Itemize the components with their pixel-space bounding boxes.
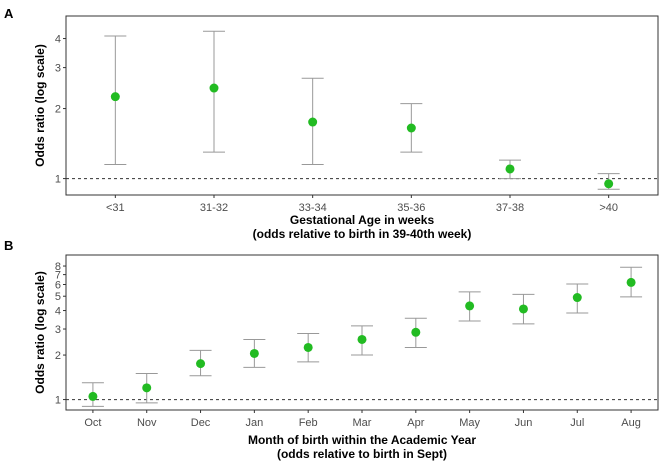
y-tick-label: 2 <box>55 350 61 362</box>
y-tick-label: 4 <box>55 34 61 46</box>
estimate-point <box>303 342 313 352</box>
estimate-point <box>518 304 528 314</box>
panel-a-marks <box>104 30 620 190</box>
x-tick-label: May <box>459 417 480 429</box>
y-tick-label: 1 <box>55 395 61 407</box>
x-tick-label: Nov <box>137 417 157 429</box>
panel-a-x-axis: <31 31-32 33-34 35-36 37-38 >40 <box>106 195 618 214</box>
estimate-point <box>357 334 367 344</box>
x-tick-label: Jan <box>245 417 263 429</box>
estimate-point <box>626 277 636 287</box>
y-tick-label: 6 <box>55 280 61 292</box>
x-tick-label: Feb <box>299 417 318 429</box>
panel-a: A 1 2 3 4 <31 31-32 33-34 35-36 37-38 >40 Odds r… <box>4 6 659 241</box>
estimate-point <box>572 293 582 303</box>
y-tick-label: 1 <box>55 174 61 186</box>
x-tick-label: Apr <box>407 417 424 429</box>
y-tick-label: 4 <box>55 306 61 318</box>
estimate-point <box>110 92 120 102</box>
x-tick-label: Jun <box>515 417 533 429</box>
estimate-point <box>196 359 206 369</box>
x-tick-label: 37-38 <box>496 202 524 214</box>
x-tick-label: >40 <box>599 202 618 214</box>
estimate-point <box>505 164 515 174</box>
panel-a-frame <box>65 15 659 196</box>
panel-b-x-label-line2: (odds relative to birth in Sept) <box>277 447 447 461</box>
panel-a-y-axis: 1 2 3 4 <box>55 34 66 186</box>
estimate-point <box>249 348 259 358</box>
x-tick-label: 31-32 <box>200 202 228 214</box>
x-tick-label: Mar <box>353 417 372 429</box>
panel-a-x-label-line2: (odds relative to birth in 39-40th week) <box>253 227 472 241</box>
x-tick-label: Aug <box>621 417 641 429</box>
panel-a-x-label-line1: Gestational Age in weeks <box>290 213 435 227</box>
panel-b-y-label: Odds ratio (log scale) <box>33 271 47 394</box>
x-tick-label: Dec <box>191 417 211 429</box>
x-tick-label: Jul <box>570 417 584 429</box>
estimate-point <box>308 117 318 127</box>
y-tick-label: 8 <box>55 261 61 273</box>
panel-b-tag: B <box>4 238 13 253</box>
x-tick-label: <31 <box>106 202 125 214</box>
estimate-point <box>88 391 98 401</box>
panel-b-x-label-line1: Month of birth within the Academic Year <box>248 433 476 447</box>
y-tick-label: 3 <box>55 324 61 336</box>
y-tick-label: 3 <box>55 63 61 75</box>
panel-b-marks <box>81 266 643 407</box>
estimate-point <box>411 327 421 337</box>
estimate-point <box>209 83 219 93</box>
x-tick-label: 33-34 <box>299 202 327 214</box>
estimate-point <box>604 179 614 189</box>
estimate-point <box>142 383 152 393</box>
estimate-point <box>406 123 416 133</box>
x-tick-label: Oct <box>84 417 101 429</box>
y-tick-label: 5 <box>55 291 61 303</box>
y-tick-label: 7 <box>55 270 61 282</box>
panel-a-y-label: Odds ratio (log scale) <box>33 44 47 167</box>
y-tick-label: 2 <box>55 104 61 116</box>
panel-b-x-axis: Oct Nov Dec Jan Feb Mar Apr May Jun Jul Aug <box>84 410 641 429</box>
x-tick-label: 35-36 <box>397 202 425 214</box>
estimate-point <box>465 301 475 311</box>
panel-a-tag: A <box>4 6 14 21</box>
